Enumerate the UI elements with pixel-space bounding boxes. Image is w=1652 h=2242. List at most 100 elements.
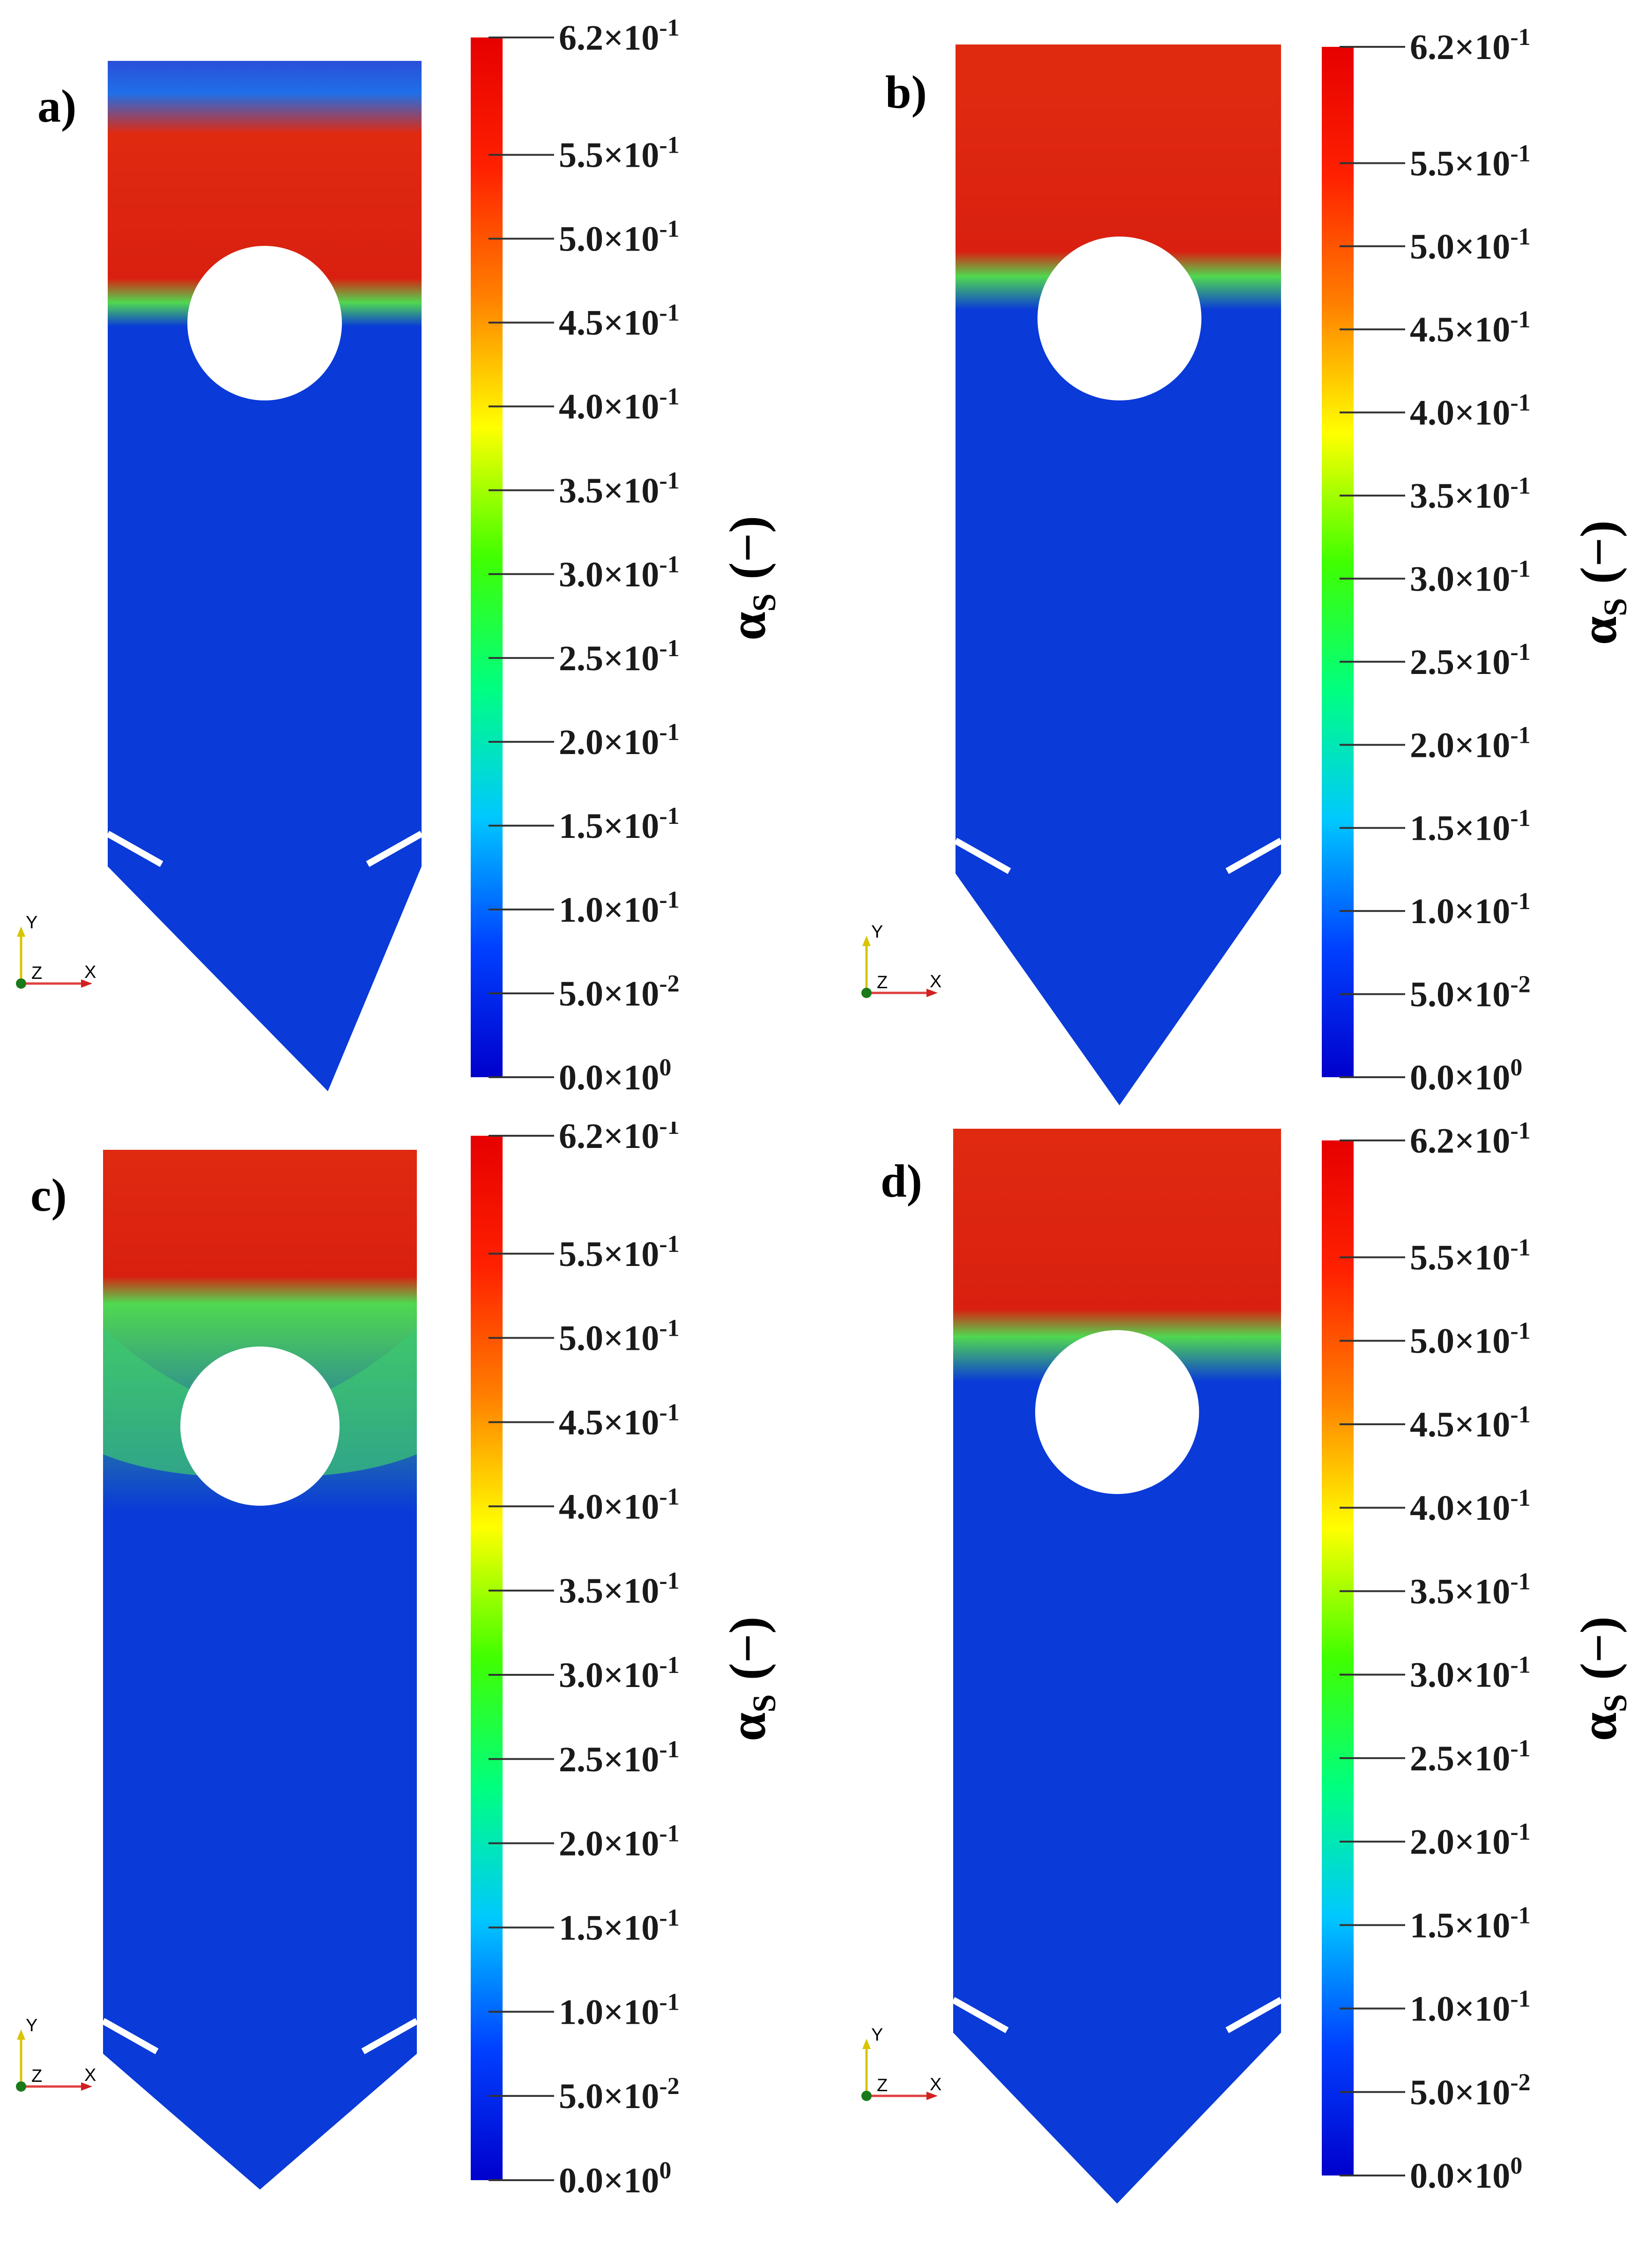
colorbar-tick-label: 5.5×10-1 <box>1410 1235 1531 1278</box>
baffle-right <box>366 830 423 867</box>
colorbar-tick-label: 5.0×10-2 <box>1410 971 1531 1014</box>
axis-label-y: Y <box>26 913 37 932</box>
colorbar-tick-label: 6.2×10-1 <box>1410 24 1531 67</box>
colorbar-tick-label: 4.0×10-1 <box>559 384 680 427</box>
axis-label-z: Z <box>31 2066 42 2086</box>
baffle-left <box>951 1997 1009 2034</box>
colorbar-tick-label: 5.5×10-1 <box>559 132 680 175</box>
colorbar-tick-label: 5.0×10-2 <box>1410 2069 1531 2112</box>
colorbar <box>1322 47 1354 1077</box>
colorbar-tick-label: 3.5×10-1 <box>1410 1568 1531 1611</box>
colorbar-tick-label: 1.0×10-1 <box>1410 1986 1531 2029</box>
x-arrowhead <box>926 989 938 997</box>
colorbar-tick-label: 3.5×10-1 <box>559 1568 680 1611</box>
colorbar-tick-label: 5.0×10-1 <box>559 216 680 259</box>
axis-label-x: X <box>84 962 96 982</box>
colorbar-tick-label: 2.0×10-1 <box>559 719 680 762</box>
x-arrowhead <box>81 979 92 988</box>
baffle-right <box>1225 1997 1283 2034</box>
axis-label-y: Y <box>871 922 883 942</box>
colorbar-tick-label: 3.0×10-1 <box>1410 555 1531 599</box>
colorbar-title: αS(−) <box>1570 520 1634 645</box>
colorbar-tick-label: 3.0×10-1 <box>559 1652 680 1695</box>
colorbar-tick-label: 4.5×10-1 <box>559 300 680 343</box>
baffle-right <box>1225 837 1283 874</box>
panel-d: d) Y Z X 6.2×10-1 5.5×10-1 5.0×10-1 4.5×10-1 4.0… <box>861 1122 1634 2204</box>
colorbar <box>471 1136 503 2180</box>
simulation-domain <box>108 61 422 1091</box>
colorbar-tick-label: 4.5×10-1 <box>1410 306 1531 349</box>
colorbar-title: αS(−) <box>1570 1616 1634 1741</box>
colorbar-tick-label: 0.0×100 <box>559 2157 671 2200</box>
panel-c: c) Y Z X 6.2×10-1 5.5×10-1 5.0×10-1 4.5×10-1 4.0… <box>16 1122 783 2200</box>
baffle-left <box>954 837 1011 874</box>
colorbar-tick-label: 3.0×10-1 <box>559 551 680 594</box>
colorbar-tick-label: 5.0×10-1 <box>559 1315 680 1358</box>
axis-label-y: Y <box>871 2025 883 2045</box>
colorbar-tick-label: 1.0×10-1 <box>559 887 680 930</box>
colorbar-tick-label: 2.5×10-1 <box>1410 639 1531 682</box>
axis-label-x: X <box>84 2065 96 2085</box>
colorbar <box>1322 1140 1354 2175</box>
axis-label-z: Z <box>877 973 888 992</box>
cylinder-obstacle <box>1035 1330 1199 1494</box>
axis-label-z: Z <box>877 2076 888 2095</box>
colorbar-tick-label: 5.0×10-2 <box>559 2073 680 2116</box>
colorbar-tick-label: 2.0×10-1 <box>1410 722 1531 765</box>
colorbar-tick-label: 2.0×10-1 <box>559 1820 680 1864</box>
baffle-left <box>106 830 163 867</box>
cylinder-obstacle <box>180 1347 340 1506</box>
colorbar-tick-label: 5.0×10-1 <box>1410 223 1531 266</box>
colorbar-tick-label: 2.0×10-1 <box>1410 1819 1531 1862</box>
colorbar-tick-label: 3.0×10-1 <box>1410 1652 1531 1695</box>
colorbar <box>471 37 503 1077</box>
y-arrowhead <box>17 2029 25 2040</box>
colorbar-tick-label: 5.5×10-1 <box>1410 140 1531 183</box>
colorbar-tick-label: 4.0×10-1 <box>1410 1485 1531 1528</box>
colorbar-title: αS(−) <box>719 516 783 640</box>
colorbar-tick-label: 1.0×10-1 <box>1410 888 1531 931</box>
colorbar-tick-label: 1.5×10-1 <box>559 1904 680 1947</box>
colorbar-tick-label: 3.5×10-1 <box>1410 473 1531 516</box>
panel-label: c) <box>30 1169 67 1221</box>
colorbar-tick-label: 1.5×10-1 <box>1410 1902 1531 1945</box>
colorbar-tick-label: 0.0×100 <box>1410 1054 1522 1097</box>
colorbar-tick-label: 3.5×10-1 <box>559 467 680 511</box>
colorbar-tick-label: 1.5×10-1 <box>559 803 680 846</box>
axis-label-x: X <box>930 972 941 992</box>
axis-label-x: X <box>930 2075 941 2094</box>
colorbar-tick-label: 5.0×10-1 <box>1410 1318 1531 1361</box>
colorbar-tick-label: 2.5×10-1 <box>1410 1735 1531 1778</box>
panel-label: a) <box>37 80 76 132</box>
colorbar-tick-label: 1.0×10-1 <box>559 1989 680 2032</box>
cylinder-obstacle <box>187 246 342 400</box>
y-arrowhead <box>17 926 25 937</box>
axis-label-z: Z <box>31 963 42 983</box>
x-arrowhead <box>81 2082 92 2091</box>
simulation-domain <box>103 1150 417 2190</box>
cylinder-obstacle <box>1037 237 1201 400</box>
baffle-left <box>101 2018 159 2055</box>
axis-label-y: Y <box>26 2016 37 2035</box>
colorbar-tick-label: 4.5×10-1 <box>1410 1401 1531 1444</box>
colorbar-tick-label: 6.2×10-1 <box>559 1122 680 1156</box>
baffle-right <box>361 2018 419 2055</box>
colorbar-tick-label: 5.5×10-1 <box>559 1231 680 1274</box>
colorbar-tick-label: 6.2×10-1 <box>559 15 680 58</box>
colorbar-title: αS(−) <box>719 1616 783 1741</box>
colorbar-tick-label: 6.2×10-1 <box>1410 1122 1531 1161</box>
z-axis-dot <box>16 978 26 989</box>
simulation-domain <box>953 1129 1281 2204</box>
panel-label: d) <box>881 1155 922 1207</box>
panel-label: b) <box>885 66 927 118</box>
z-axis-dot <box>861 2091 872 2101</box>
colorbar-tick-label: 4.5×10-1 <box>559 1399 680 1442</box>
panel-a: a) Y Z X 6.2×10-1 5.5×10-1 5.0×10-1 4.5×10-1 4.0… <box>16 15 783 1097</box>
colorbar-tick-label: 2.5×10-1 <box>559 635 680 678</box>
colorbar-tick-label: 4.0×10-1 <box>1410 390 1531 433</box>
x-arrowhead <box>926 2092 938 2100</box>
colorbar-tick-label: 4.0×10-1 <box>559 1483 680 1526</box>
z-axis-dot <box>16 2081 26 2092</box>
colorbar-tick-label: 1.5×10-1 <box>1410 805 1531 848</box>
